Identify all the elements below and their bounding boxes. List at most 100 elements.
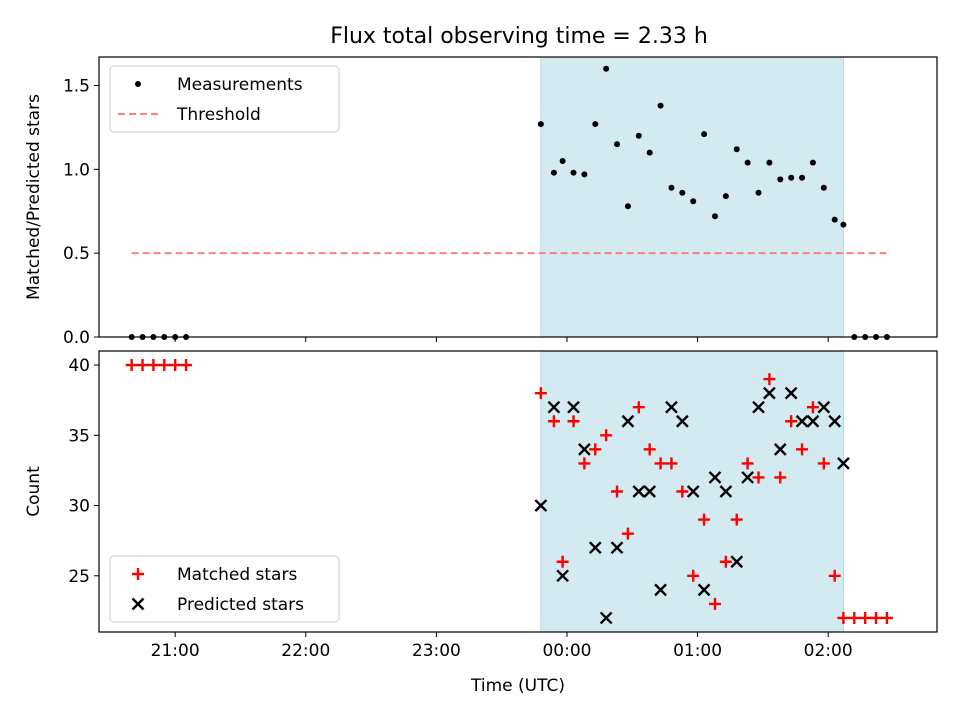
data-point <box>169 359 182 372</box>
y-axis-label: Matched/Predicted stars <box>24 94 44 300</box>
data-point <box>806 414 820 428</box>
data-point <box>828 414 842 428</box>
data-point <box>621 414 635 428</box>
data-point <box>773 443 787 456</box>
legend-marker <box>132 568 144 580</box>
y-tick-label: 0.5 <box>63 244 90 264</box>
data-point <box>828 569 841 582</box>
data-point <box>880 611 893 624</box>
data-point <box>654 457 667 470</box>
data-point <box>550 169 557 176</box>
x-tick-label: 23:00 <box>412 641 461 661</box>
data-point <box>559 157 566 164</box>
data-point <box>741 471 754 484</box>
data-point <box>730 513 743 526</box>
data-point <box>643 443 656 456</box>
x-tick-label: 01:00 <box>673 641 722 661</box>
data-point <box>763 386 776 400</box>
data-point <box>690 198 697 205</box>
panel-1: 0.0 0.5 1.0 1.5 Matched/Predicted stars Measu… <box>24 56 938 348</box>
data-point <box>147 359 160 372</box>
data-point <box>859 611 872 624</box>
data-point <box>668 184 675 191</box>
data-point <box>755 189 762 196</box>
chart-title: Flux total observing time = 2.33 h <box>330 24 708 49</box>
data-point <box>777 176 784 183</box>
data-point <box>679 189 686 196</box>
data-point <box>654 583 667 597</box>
data-point <box>614 141 621 148</box>
y-tick-label: 25 <box>68 567 90 587</box>
axes-frame <box>98 350 938 633</box>
data-point <box>840 221 847 228</box>
y-tick-label: 35 <box>68 426 90 446</box>
data-point <box>774 471 787 484</box>
data-point <box>752 471 765 484</box>
data-point <box>698 513 711 526</box>
x-tick-label: 21:00 <box>151 641 200 661</box>
data-point <box>578 443 591 456</box>
data-point <box>806 401 819 414</box>
data-point <box>570 169 577 176</box>
data-point <box>125 359 138 372</box>
axes-frame <box>98 56 938 338</box>
data-point <box>848 611 861 624</box>
data-point <box>588 541 602 555</box>
data-point <box>817 457 830 470</box>
data-point <box>722 193 729 200</box>
data-point <box>136 359 149 372</box>
data-point <box>752 400 765 414</box>
legend-marker <box>135 81 141 87</box>
data-point <box>687 569 700 582</box>
x-axis-label: Time (UTC) <box>470 676 565 696</box>
y-tick-label: 0.0 <box>63 328 90 348</box>
data-point <box>676 485 689 498</box>
legend-label: Predicted stars <box>177 595 304 615</box>
data-point <box>632 401 645 414</box>
data-point <box>784 386 798 400</box>
data-point <box>600 429 613 442</box>
data-point <box>665 400 678 414</box>
data-point <box>708 597 721 610</box>
data-point <box>733 146 740 153</box>
data-point <box>581 171 588 178</box>
legend-marker <box>131 597 145 611</box>
data-point <box>741 457 754 470</box>
data-point <box>611 485 624 498</box>
data-point <box>837 457 850 470</box>
x-tick-label: 02:00 <box>804 641 853 661</box>
data-point <box>766 159 773 166</box>
data-point <box>820 184 827 191</box>
legend: Measurements Threshold <box>109 65 340 133</box>
data-point <box>708 471 722 484</box>
data-point <box>795 414 809 428</box>
data-point <box>809 159 816 166</box>
x-tick-label: 22:00 <box>281 641 330 661</box>
data-point <box>158 359 171 372</box>
y-axis-label: Count <box>24 466 44 517</box>
data-point <box>675 414 689 428</box>
data-point <box>711 213 718 220</box>
data-point <box>665 457 678 470</box>
data-point <box>788 174 795 181</box>
data-point <box>763 373 776 386</box>
data-point <box>603 65 610 72</box>
data-point <box>697 583 711 597</box>
data-point <box>610 541 624 555</box>
data-point <box>632 485 646 498</box>
data-point <box>799 174 806 181</box>
data-point <box>870 611 883 624</box>
data-point <box>534 387 547 400</box>
series-predicted-stars <box>534 386 850 625</box>
data-point <box>646 149 653 156</box>
legend-label: Measurements <box>177 75 303 95</box>
y-tick-label: 30 <box>68 497 90 517</box>
legend-label: Matched stars <box>177 565 297 585</box>
data-point <box>578 457 591 470</box>
data-point <box>817 400 831 414</box>
y-tick-label: 40 <box>68 356 90 376</box>
data-point <box>643 485 657 498</box>
data-point <box>744 159 751 166</box>
data-point <box>719 485 733 498</box>
series-measurements <box>128 65 890 340</box>
